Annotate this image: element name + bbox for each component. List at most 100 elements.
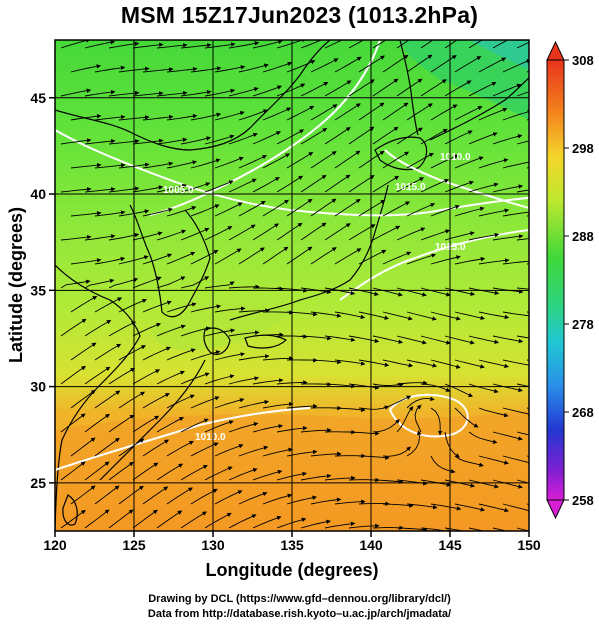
streamline <box>300 222 327 241</box>
streamline <box>214 444 244 457</box>
streamline <box>204 512 232 529</box>
streamline <box>166 206 197 217</box>
streamline <box>406 311 437 321</box>
streamline <box>84 366 111 385</box>
coastline-korea <box>129 204 211 318</box>
streamline <box>468 232 500 241</box>
streamline <box>420 128 448 145</box>
streamline <box>372 78 399 97</box>
streamline <box>70 389 96 409</box>
streamline <box>214 490 243 505</box>
streamline <box>324 383 356 389</box>
streamline <box>444 431 460 458</box>
streamline <box>478 311 510 320</box>
streamline <box>228 132 258 145</box>
streamline <box>84 413 110 433</box>
streamline <box>502 59 529 73</box>
streamline <box>190 204 220 217</box>
streamline <box>276 83 306 97</box>
streamline <box>372 175 400 193</box>
streamline <box>132 509 158 529</box>
streamline <box>166 394 195 409</box>
streamline <box>238 109 269 121</box>
streamline <box>132 462 159 481</box>
streamline <box>324 127 351 145</box>
streamline <box>502 455 529 465</box>
streamline <box>70 162 102 169</box>
x-tick-label: 125 <box>122 537 146 553</box>
streamline <box>358 199 386 217</box>
x-tick-label: 130 <box>201 537 225 553</box>
streamline <box>118 345 146 361</box>
streamline <box>516 527 529 531</box>
streamline <box>478 208 510 217</box>
streamline <box>382 311 413 321</box>
streamline <box>334 499 366 505</box>
streamline <box>502 503 529 513</box>
isobar-label: 1015.0 <box>395 182 426 193</box>
streamline <box>492 479 523 489</box>
streamline <box>214 306 246 313</box>
streamline <box>300 427 332 433</box>
streamline <box>468 287 500 296</box>
streamline <box>118 485 144 505</box>
streamline <box>516 335 529 339</box>
streamline <box>492 184 524 193</box>
streamline <box>70 342 97 361</box>
streamline <box>204 42 236 49</box>
streamline <box>84 187 116 193</box>
streamline <box>214 248 242 265</box>
streamline <box>478 407 509 418</box>
streamline <box>70 113 102 121</box>
isobar-label: 1010.0 <box>195 432 226 443</box>
coastline-kyushu <box>203 327 231 355</box>
streamline <box>516 189 529 193</box>
streamline <box>156 43 188 49</box>
streamline <box>238 354 270 361</box>
streamline <box>228 422 259 433</box>
streamline <box>60 509 86 529</box>
colorbar-tick-label: 278 <box>572 317 594 332</box>
streamline <box>348 126 375 145</box>
coastline-china <box>55 264 141 531</box>
streamline <box>60 88 92 97</box>
streamline <box>84 89 116 97</box>
streamline <box>204 466 233 481</box>
streamline <box>358 311 390 320</box>
streamline <box>406 54 433 73</box>
streamline <box>180 136 212 145</box>
streamline <box>310 151 337 169</box>
streamline <box>382 201 411 217</box>
streamline <box>310 104 338 121</box>
streamline <box>454 503 486 512</box>
streamline <box>190 350 221 361</box>
streamline <box>372 382 404 388</box>
streamline <box>156 417 184 433</box>
streamline <box>478 258 510 265</box>
streamline <box>262 246 289 265</box>
streamline <box>396 287 427 297</box>
streamline <box>358 55 385 73</box>
coastline-asia <box>55 40 331 151</box>
streamline <box>382 395 412 409</box>
streamline <box>142 486 169 505</box>
streamline <box>454 256 486 265</box>
streamline <box>348 523 380 529</box>
streamline <box>262 61 293 73</box>
streamline <box>454 455 484 467</box>
streamline <box>492 431 523 441</box>
streamline <box>94 297 123 313</box>
streamline <box>252 378 284 385</box>
streamline <box>420 79 447 97</box>
streamline <box>156 276 186 289</box>
streamline <box>444 80 472 97</box>
streamline <box>430 55 457 73</box>
streamline <box>132 185 164 193</box>
streamline <box>252 40 283 49</box>
streamline <box>84 509 110 529</box>
streamline <box>238 399 270 409</box>
streamline <box>396 406 414 433</box>
streamline <box>382 359 414 368</box>
streamline <box>454 407 479 428</box>
streamline <box>228 41 260 49</box>
